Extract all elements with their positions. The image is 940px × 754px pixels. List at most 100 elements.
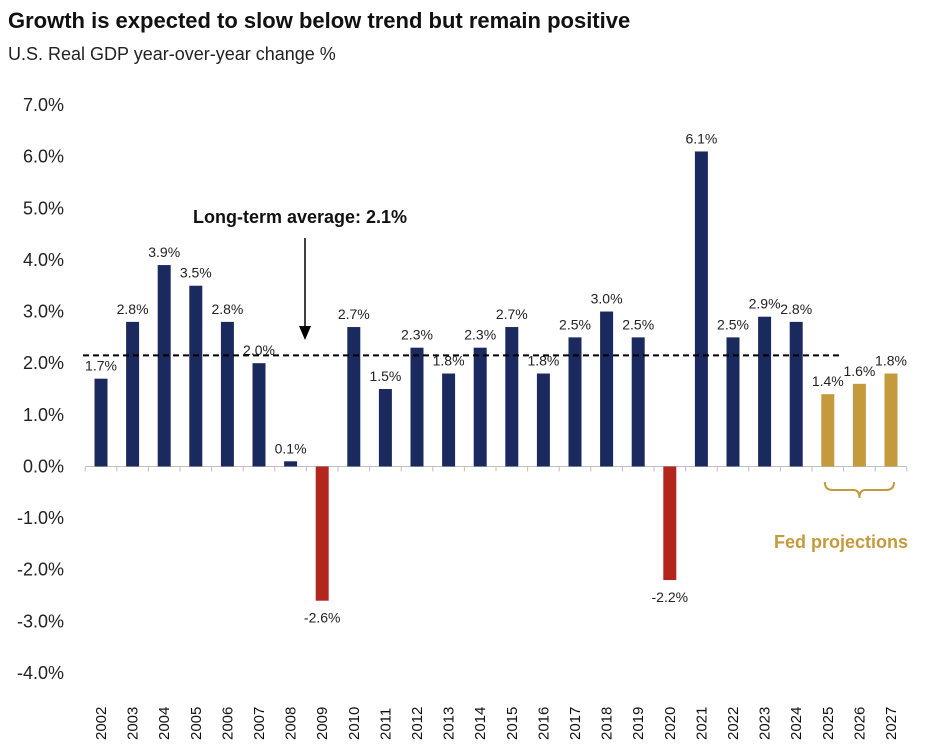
data-label-2002: 1.7% — [85, 358, 117, 374]
data-label-2015: 2.7% — [496, 306, 528, 322]
bar-2014 — [473, 347, 487, 467]
x-tick-label: 2020 — [662, 707, 679, 740]
bar-2023 — [758, 316, 772, 467]
y-axis-ticks: 7.0% 6.0% 5.0% 4.0% 3.0% 2.0% 1.0% 0.0% -1.0% -2.… — [17, 95, 64, 683]
bar-2019 — [631, 337, 645, 467]
x-tick-label: 2027 — [883, 707, 900, 740]
data-label-2006: 2.8% — [211, 301, 243, 317]
y-tick-label: 6.0% — [23, 147, 64, 167]
data-label-2027: 1.8% — [875, 353, 907, 369]
y-tick-label: 2.0% — [23, 353, 64, 373]
bar-2005 — [189, 285, 203, 467]
x-tick-label: 2026 — [851, 707, 868, 740]
x-tick-label: 2022 — [725, 707, 742, 740]
x-tick-label: 2010 — [346, 707, 363, 740]
bar-2017 — [568, 337, 582, 467]
fed-projections-label: Fed projections — [774, 532, 908, 552]
data-label-2005: 3.5% — [180, 265, 212, 281]
x-axis-labels: 2002 2003 2004 2005 2006 2007 2008 2009 2010 2011… — [93, 707, 900, 740]
bar-2003 — [126, 321, 140, 467]
x-tick-label: 2003 — [125, 707, 142, 740]
data-label-2018: 3.0% — [591, 291, 623, 307]
x-tick-label: 2019 — [630, 707, 647, 740]
bar-2006 — [220, 321, 234, 467]
x-tick-label: 2004 — [156, 707, 173, 740]
data-label-2014: 2.3% — [464, 327, 496, 343]
data-label-2022: 2.5% — [717, 316, 749, 332]
y-tick-label: 0.0% — [23, 456, 64, 476]
data-label-2016: 1.8% — [527, 353, 559, 369]
data-label-2026: 1.6% — [843, 363, 875, 379]
y-tick-label: -1.0% — [17, 508, 64, 528]
y-tick-label: -3.0% — [17, 611, 64, 631]
bar-2010 — [347, 327, 361, 467]
bars-group — [94, 151, 898, 601]
x-tick-label: 2017 — [567, 707, 584, 740]
data-label-2021: 6.1% — [685, 130, 717, 146]
chart-subtitle: U.S. Real GDP year-over-year change % — [8, 44, 336, 64]
bar-2020 — [663, 466, 677, 581]
y-tick-label: -2.0% — [17, 560, 64, 580]
x-tick-label: 2025 — [820, 707, 837, 740]
bar-2022 — [726, 337, 740, 467]
x-tick-label: 2009 — [314, 707, 331, 740]
bar-2009 — [315, 466, 329, 601]
y-tick-label: -4.0% — [17, 663, 64, 683]
average-arrow-head — [299, 326, 311, 340]
projection-brace — [823, 481, 895, 499]
x-tick-label: 2021 — [693, 707, 710, 740]
bar-2024 — [789, 321, 803, 467]
data-label-2004: 3.9% — [148, 244, 180, 260]
y-tick-label: 3.0% — [23, 302, 64, 322]
data-label-2011: 1.5% — [369, 368, 401, 384]
long-term-average-label: Long-term average: 2.1% — [193, 207, 407, 227]
chart-title: Growth is expected to slow below trend b… — [8, 8, 631, 33]
bar-2027 — [884, 373, 898, 467]
bar-2026 — [852, 383, 866, 467]
x-tick-label: 2005 — [188, 707, 205, 740]
bar-2016 — [536, 373, 550, 467]
bar-2025 — [821, 394, 835, 467]
y-tick-label: 7.0% — [23, 95, 64, 115]
data-label-2017: 2.5% — [559, 316, 591, 332]
x-tick-label: 2016 — [535, 707, 552, 740]
x-tick-label: 2024 — [788, 707, 805, 740]
data-label-2007: 2.0% — [243, 342, 275, 358]
x-tick-label: 2007 — [251, 707, 268, 740]
x-tick-label: 2011 — [377, 708, 394, 740]
x-tick-label: 2018 — [599, 707, 616, 740]
bar-2011 — [378, 389, 392, 467]
bar-2004 — [157, 265, 171, 467]
x-tick-label: 2002 — [93, 707, 110, 740]
x-tick-label: 2006 — [219, 707, 236, 740]
data-label-2009: -2.6% — [304, 610, 341, 626]
y-tick-label: 1.0% — [23, 405, 64, 425]
data-label-2010: 2.7% — [338, 306, 370, 322]
x-tick-label: 2013 — [441, 707, 458, 740]
x-tick-label: 2023 — [757, 707, 774, 740]
data-label-2012: 2.3% — [401, 327, 433, 343]
bar-2018 — [600, 311, 614, 467]
bar-2008 — [284, 461, 298, 467]
data-label-2025: 1.4% — [812, 373, 844, 389]
x-axis-tick-marks — [84, 466, 908, 472]
bar-2013 — [442, 373, 456, 467]
y-tick-label: 5.0% — [23, 198, 64, 218]
x-tick-label: 2014 — [472, 707, 489, 740]
data-label-2024: 2.8% — [780, 301, 812, 317]
data-label-2008: 0.1% — [275, 440, 307, 456]
x-tick-label: 2008 — [283, 707, 300, 740]
bar-2012 — [410, 347, 424, 467]
y-tick-label: 4.0% — [23, 250, 64, 270]
bar-2021 — [694, 151, 708, 467]
data-label-2013: 1.8% — [433, 353, 465, 369]
data-label-2023: 2.9% — [749, 296, 781, 312]
data-label-2019: 2.5% — [622, 316, 654, 332]
data-label-2003: 2.8% — [117, 301, 149, 317]
bar-2015 — [505, 327, 519, 467]
data-label-2020: -2.2% — [652, 589, 689, 605]
data-labels-group: 1.7% 2.8% 3.9%3.5% 2.8% 2.0% 0.1% -2.6% 2.7% 1.5… — [85, 130, 907, 625]
bar-2007 — [252, 363, 266, 467]
x-tick-label: 2012 — [409, 707, 426, 740]
